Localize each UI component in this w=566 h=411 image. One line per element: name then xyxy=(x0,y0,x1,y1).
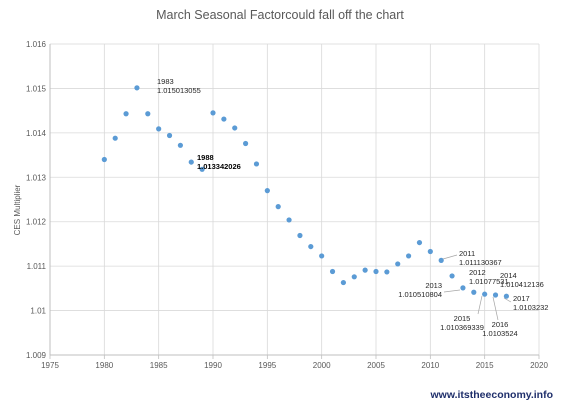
data-point xyxy=(297,232,303,239)
annotation-value: 1.0103232 xyxy=(513,303,548,312)
data-point xyxy=(253,161,260,167)
y-tick-label: 1.016 xyxy=(26,40,47,49)
annotation-value: 1.0103524 xyxy=(482,329,517,338)
data-point xyxy=(232,125,238,131)
annotation-year: 2013 xyxy=(425,281,442,290)
data-point xyxy=(210,110,216,116)
chart-title: March Seasonal Factorcould fall off the … xyxy=(156,8,404,22)
y-tick-label: 1.015 xyxy=(26,84,47,93)
x-tick-label: 2015 xyxy=(476,361,494,370)
annotation-value: 1.011130367 xyxy=(459,258,502,267)
annotation-year: 2012 xyxy=(469,268,486,277)
annotation-leader xyxy=(492,296,499,321)
annotation-leader xyxy=(442,254,458,260)
data-point xyxy=(329,268,336,275)
watermark: www.itstheeconomy.info xyxy=(429,389,553,401)
data-point xyxy=(471,289,477,295)
data-points xyxy=(101,85,509,299)
y-tick-label: 1.012 xyxy=(26,218,47,227)
data-point xyxy=(275,204,281,210)
gridlines xyxy=(50,43,540,355)
annotation-year: 2015 xyxy=(454,314,471,323)
annotation-value: 1.010510804 xyxy=(398,290,442,299)
data-point xyxy=(101,156,107,163)
x-tick-label: 1990 xyxy=(204,361,222,370)
annotation-year: 2016 xyxy=(492,320,509,329)
x-tick-label: 1975 xyxy=(41,361,59,370)
y-tick-label: 1.014 xyxy=(26,129,47,138)
data-point xyxy=(503,293,509,299)
data-point xyxy=(482,291,488,297)
data-point xyxy=(243,140,249,147)
annotation-year: 2014 xyxy=(500,271,517,280)
data-point xyxy=(351,274,357,280)
annotation-value: 1.013342026 xyxy=(197,162,241,171)
data-point xyxy=(373,268,379,275)
y-tick-label: 1.011 xyxy=(27,262,47,271)
annotation-value: 1.010412136 xyxy=(500,280,544,289)
data-point xyxy=(438,257,444,263)
data-point xyxy=(221,116,227,122)
annotation-value: 1.010369339 xyxy=(440,323,484,332)
data-point xyxy=(264,188,270,194)
data-point xyxy=(319,253,325,259)
data-point xyxy=(362,267,368,273)
y-axis-label: CES Multiplier xyxy=(13,184,22,235)
data-point xyxy=(156,126,162,132)
x-tick-labels: 1975 1980 1985 1990 1995 2000 2005 2010 2015 2020 xyxy=(41,361,548,370)
x-tick-label: 2020 xyxy=(530,361,548,370)
annotation-leader xyxy=(443,289,461,293)
y-tick-label: 1.013 xyxy=(26,173,47,182)
y-tick-label: 1.009 xyxy=(26,351,47,360)
x-tick-label: 2010 xyxy=(421,361,439,370)
x-tick-label: 1985 xyxy=(150,361,168,370)
data-point xyxy=(492,292,499,298)
data-point xyxy=(427,248,433,255)
data-point xyxy=(112,135,118,141)
annotation-leader-lines xyxy=(442,254,512,321)
annotation-year: 2017 xyxy=(513,294,530,303)
data-point xyxy=(188,159,194,165)
data-point xyxy=(449,273,455,279)
data-point xyxy=(308,243,314,250)
x-tick-label: 2000 xyxy=(313,361,331,370)
data-point xyxy=(406,253,412,259)
data-point xyxy=(123,111,129,117)
annotation-year: 2011 xyxy=(459,249,475,258)
y-tick-label: 1.01 xyxy=(30,307,46,316)
data-point xyxy=(177,142,183,148)
y-tick-labels: 1.009 1.01 1.011 1.012 1.013 1.014 1.015 1.016 xyxy=(26,40,47,360)
annotation-leader xyxy=(477,295,483,315)
data-point xyxy=(416,239,423,246)
x-tick-label: 1980 xyxy=(95,361,113,370)
axes xyxy=(49,44,540,359)
annotation-year: 1983 xyxy=(157,77,174,86)
annotation-value: 1.01077531 xyxy=(469,277,509,286)
data-point xyxy=(340,279,346,286)
data-point xyxy=(166,132,173,139)
data-point xyxy=(286,217,292,223)
x-tick-label: 2005 xyxy=(367,361,385,370)
annotation-value: 1.015013055 xyxy=(157,86,201,95)
data-point xyxy=(395,261,401,267)
data-point xyxy=(199,166,205,172)
annotation-leader xyxy=(503,297,512,303)
data-point xyxy=(134,85,140,91)
annotation-year: 1988 xyxy=(197,153,214,162)
data-point xyxy=(384,269,390,275)
data-point xyxy=(460,285,466,291)
data-point xyxy=(145,111,151,117)
x-tick-label: 1995 xyxy=(258,361,276,370)
